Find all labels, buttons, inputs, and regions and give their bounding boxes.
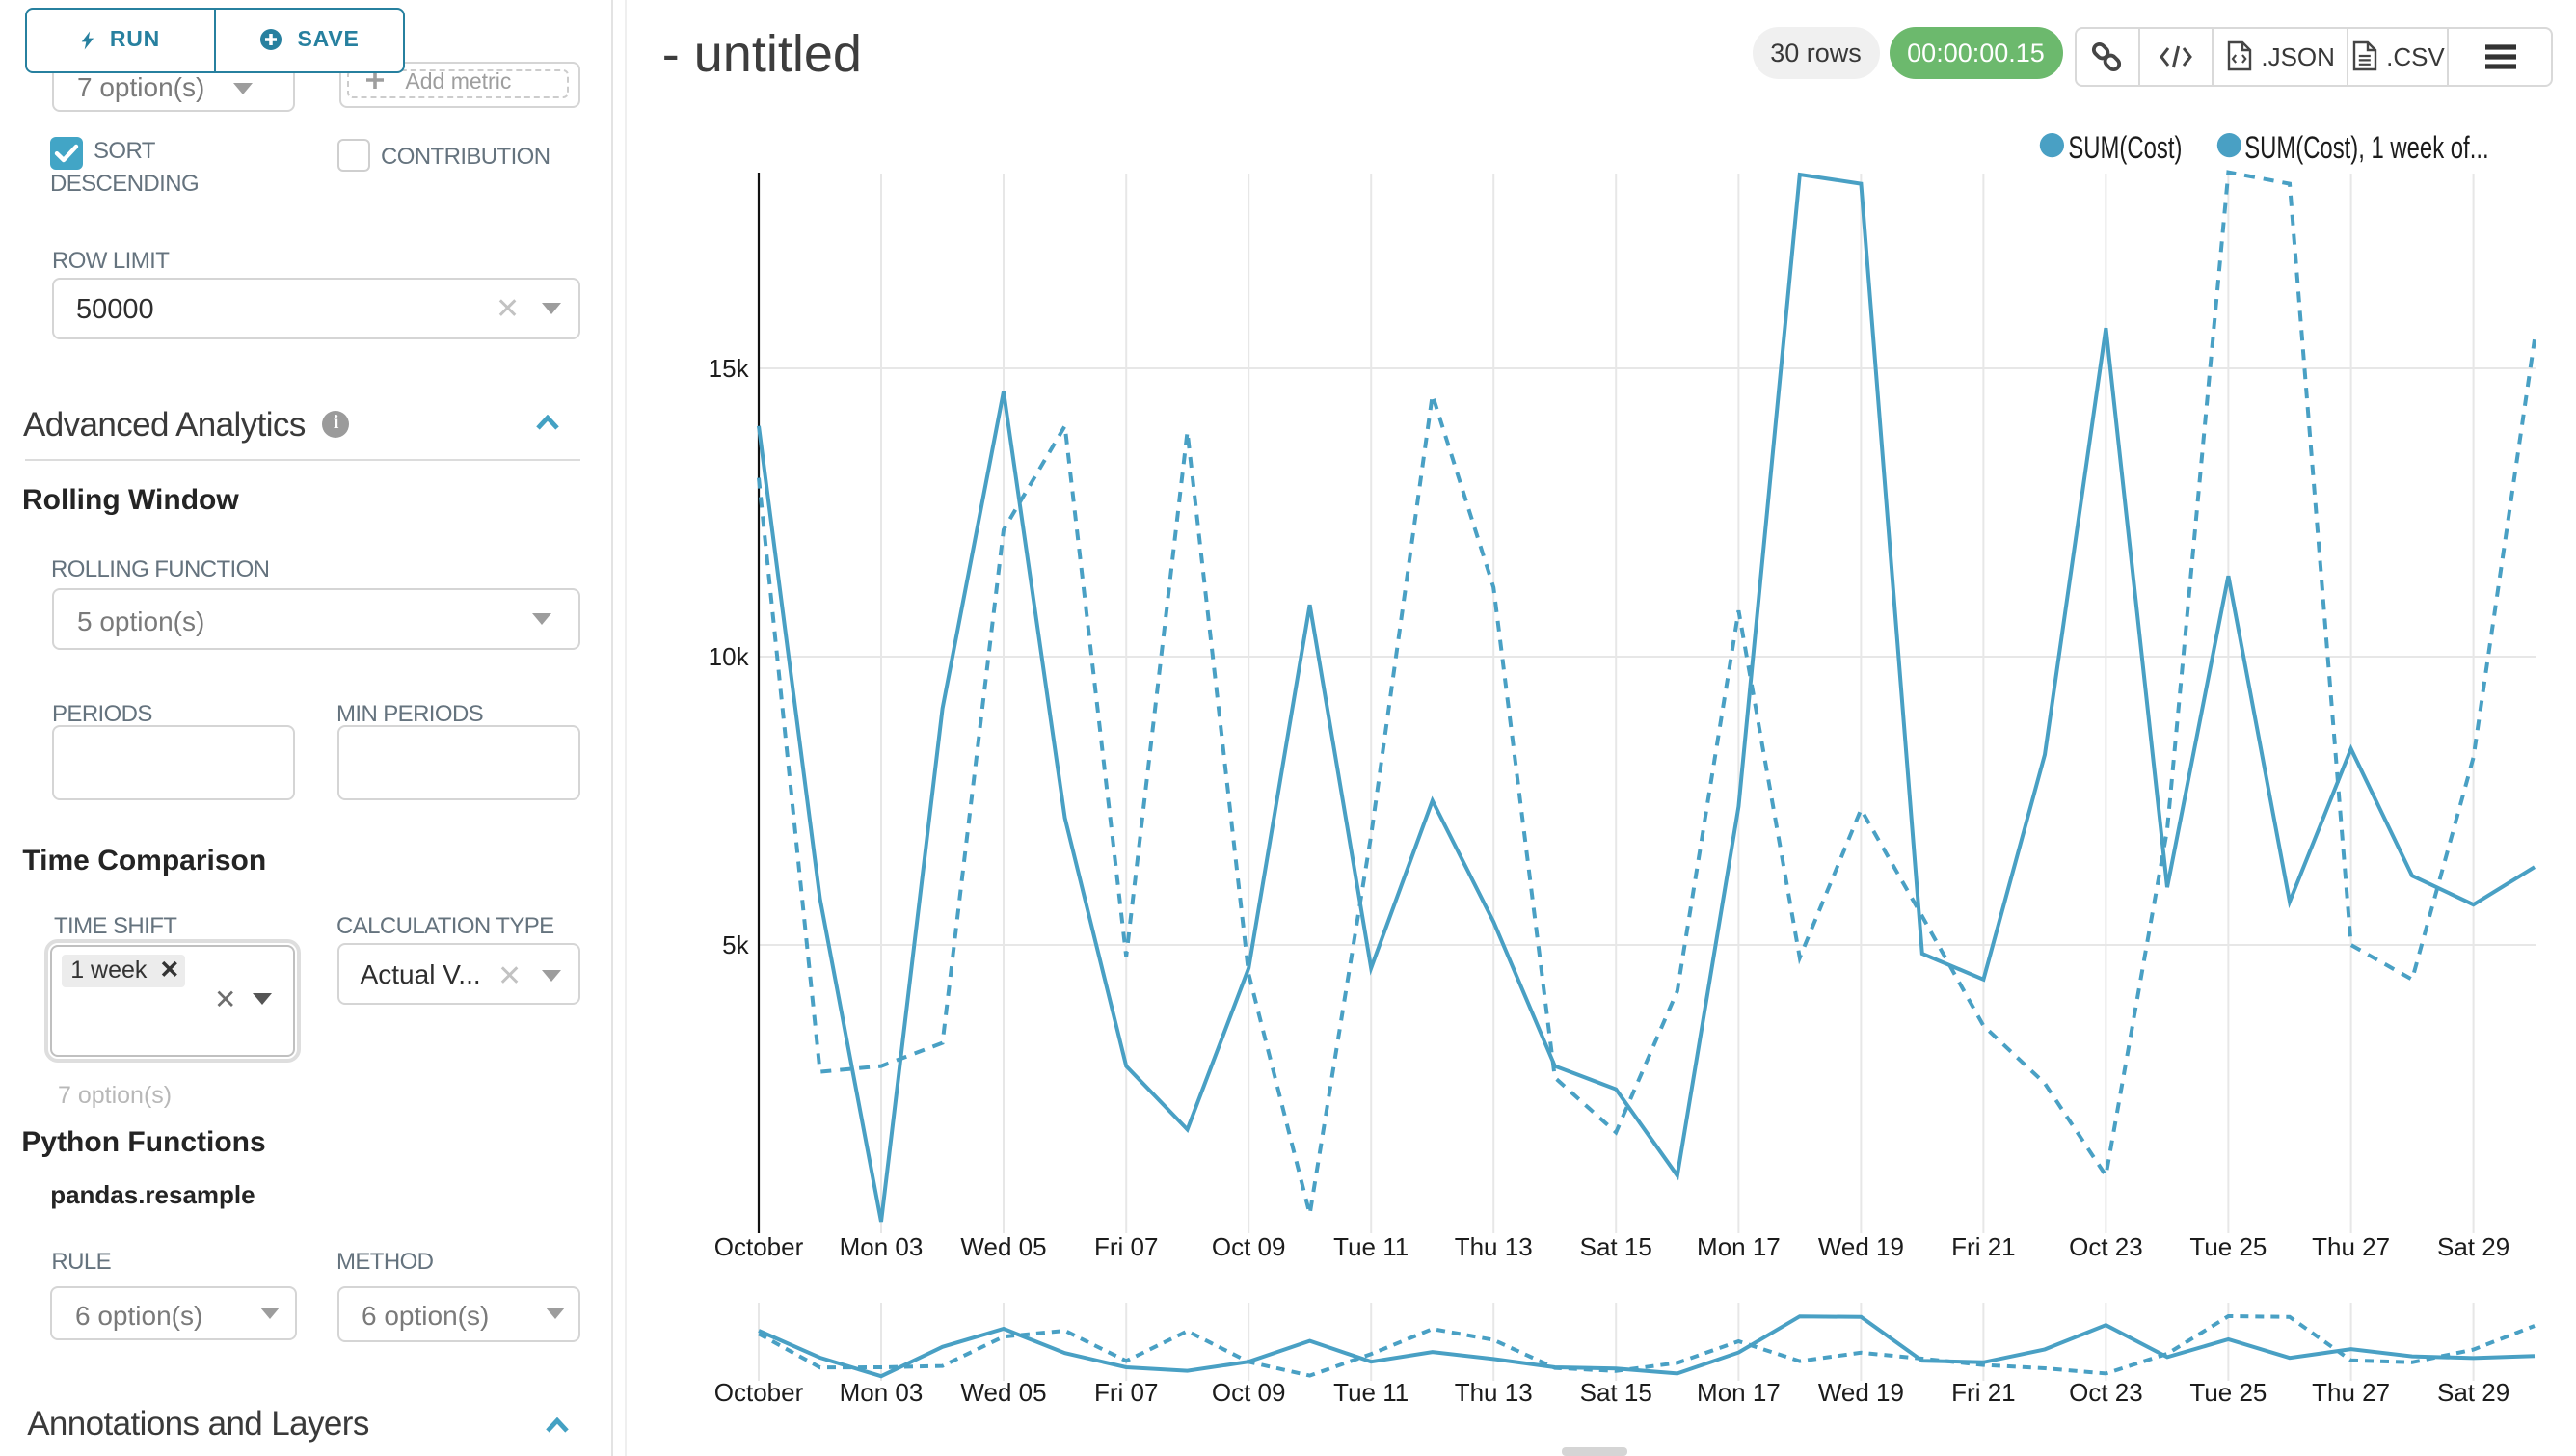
svg-text:October: October <box>714 1232 804 1261</box>
svg-text:Oct 09: Oct 09 <box>1212 1232 1286 1261</box>
svg-text:15k: 15k <box>709 354 750 383</box>
svg-text:Fri 07: Fri 07 <box>1094 1232 1158 1261</box>
svg-text:Oct 23: Oct 23 <box>2069 1232 2143 1261</box>
svg-text:Fri 07: Fri 07 <box>1094 1378 1158 1407</box>
svg-text:10k: 10k <box>709 642 750 671</box>
svg-text:5k: 5k <box>722 930 749 959</box>
svg-text:Mon 17: Mon 17 <box>1697 1378 1781 1407</box>
svg-text:SUM(Cost), 1 week of...: SUM(Cost), 1 week of... <box>2244 130 2488 165</box>
svg-text:SUM(Cost): SUM(Cost) <box>2068 130 2182 165</box>
svg-text:Mon 03: Mon 03 <box>840 1378 924 1407</box>
svg-text:Wed 19: Wed 19 <box>1818 1378 1904 1407</box>
svg-text:Thu 27: Thu 27 <box>2312 1232 2390 1261</box>
svg-text:Mon 17: Mon 17 <box>1697 1232 1781 1261</box>
svg-text:Tue 25: Tue 25 <box>2189 1232 2267 1261</box>
svg-text:Fri 21: Fri 21 <box>1951 1378 2015 1407</box>
svg-text:Tue 11: Tue 11 <box>1333 1378 1409 1407</box>
svg-text:Sat 15: Sat 15 <box>1580 1378 1652 1407</box>
svg-text:Wed 05: Wed 05 <box>960 1232 1046 1261</box>
svg-text:Sat 15: Sat 15 <box>1580 1232 1652 1261</box>
svg-text:October: October <box>714 1378 804 1407</box>
svg-text:Thu 27: Thu 27 <box>2312 1378 2390 1407</box>
svg-text:Wed 05: Wed 05 <box>960 1378 1046 1407</box>
svg-text:Tue 11: Tue 11 <box>1333 1232 1409 1261</box>
svg-text:Tue 25: Tue 25 <box>2189 1378 2267 1407</box>
svg-text:Thu 13: Thu 13 <box>1455 1378 1533 1407</box>
svg-text:Fri 21: Fri 21 <box>1951 1232 2015 1261</box>
svg-text:Oct 23: Oct 23 <box>2069 1378 2143 1407</box>
svg-text:Mon 03: Mon 03 <box>840 1232 924 1261</box>
svg-text:Thu 13: Thu 13 <box>1455 1232 1533 1261</box>
svg-text:Wed 19: Wed 19 <box>1818 1232 1904 1261</box>
svg-text:Sat 29: Sat 29 <box>2437 1378 2509 1407</box>
svg-text:Oct 09: Oct 09 <box>1212 1378 1286 1407</box>
svg-text:Sat 29: Sat 29 <box>2437 1232 2509 1261</box>
